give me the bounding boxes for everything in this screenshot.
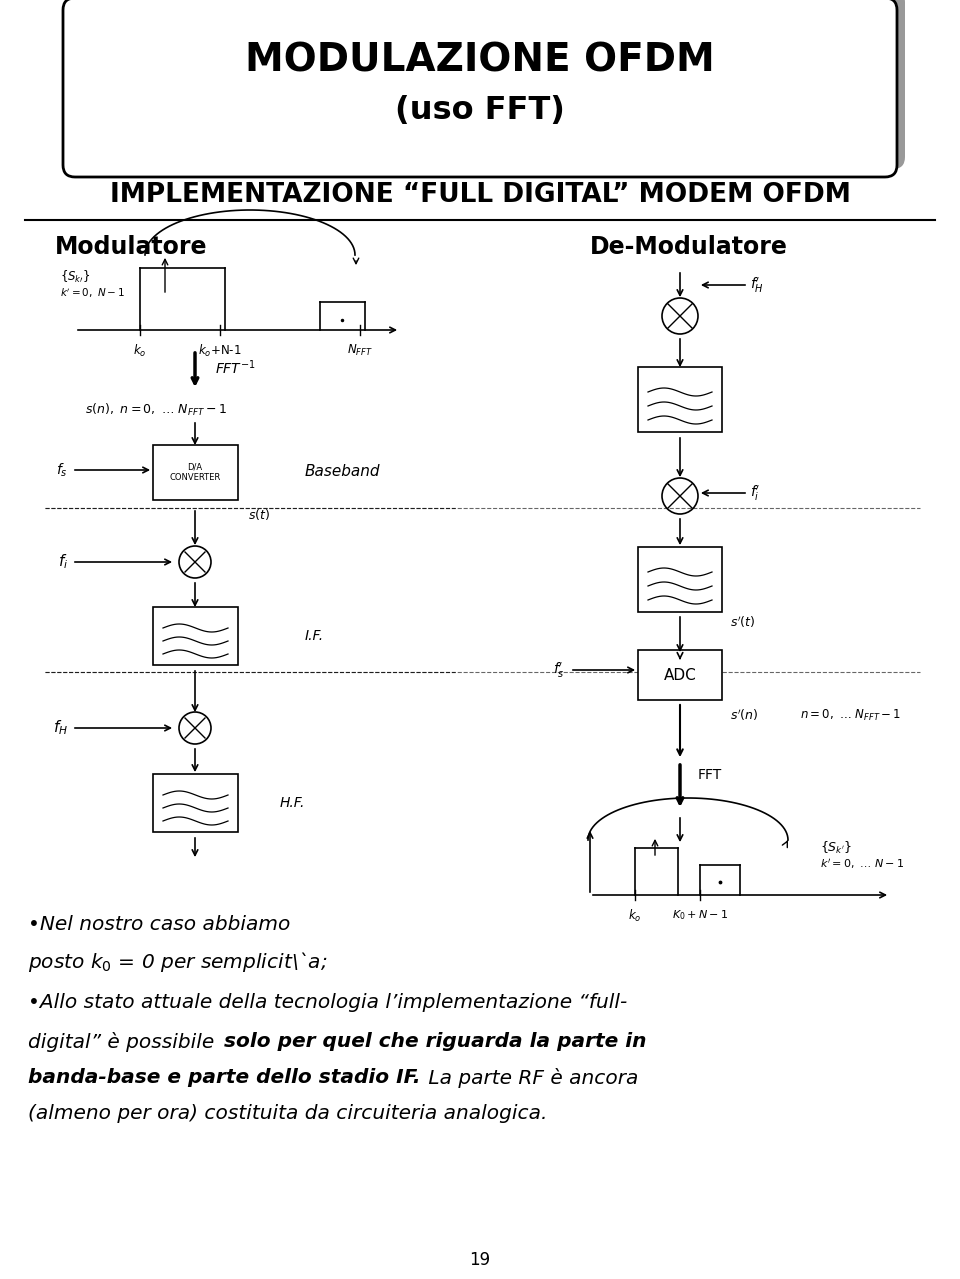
Text: (uso FFT): (uso FFT) <box>396 95 564 125</box>
Text: De-Modulatore: De-Modulatore <box>590 235 788 260</box>
Text: $k' = 0,\ N-1$: $k' = 0,\ N-1$ <box>60 286 125 301</box>
Text: MODULAZIONE OFDM: MODULAZIONE OFDM <box>245 41 715 79</box>
Text: •Allo stato attuale della tecnologia l’implementazione “full-: •Allo stato attuale della tecnologia l’i… <box>28 993 627 1012</box>
Text: $s'(n)$: $s'(n)$ <box>730 707 758 723</box>
Text: digital” è possibile: digital” è possibile <box>28 1032 221 1053</box>
FancyBboxPatch shape <box>63 0 897 177</box>
Text: $f_s$: $f_s$ <box>57 462 68 478</box>
Text: Modulatore: Modulatore <box>55 235 207 260</box>
FancyBboxPatch shape <box>153 608 238 665</box>
Text: 19: 19 <box>469 1251 491 1269</box>
Text: $k_o$: $k_o$ <box>133 343 147 359</box>
Text: $f_i'$: $f_i'$ <box>750 483 760 503</box>
Text: $N_{FFT}$: $N_{FFT}$ <box>348 343 372 358</box>
Text: $k_o$+N-1: $k_o$+N-1 <box>199 343 242 359</box>
Text: $f_s'$: $f_s'$ <box>553 660 565 679</box>
Text: (almeno per ora) costituita da circuiteria analogica.: (almeno per ora) costituita da circuiter… <box>28 1104 547 1123</box>
Circle shape <box>662 478 698 514</box>
Text: $k' = 0,\ \ldots\ N-1$: $k' = 0,\ \ldots\ N-1$ <box>820 857 904 871</box>
Circle shape <box>179 712 211 744</box>
FancyBboxPatch shape <box>638 650 722 700</box>
Text: $FFT^{-1}$: $FFT^{-1}$ <box>215 358 255 377</box>
Text: D/A
CONVERTER: D/A CONVERTER <box>169 462 221 482</box>
Text: $\{S_{k\prime}\}$: $\{S_{k\prime}\}$ <box>60 269 90 285</box>
FancyBboxPatch shape <box>153 445 238 500</box>
Text: IMPLEMENTAZIONE “FULL DIGITAL” MODEM OFDM: IMPLEMENTAZIONE “FULL DIGITAL” MODEM OFD… <box>109 182 851 208</box>
Text: H.F.: H.F. <box>280 796 305 810</box>
Text: solo per quel che riguarda la parte in: solo per quel che riguarda la parte in <box>224 1032 646 1051</box>
Circle shape <box>662 298 698 334</box>
Text: La parte RF è ancora: La parte RF è ancora <box>422 1068 638 1088</box>
Text: $K_0+N-1$: $K_0+N-1$ <box>672 908 728 922</box>
FancyBboxPatch shape <box>638 547 722 611</box>
Text: I.F.: I.F. <box>305 629 324 643</box>
Text: banda-base e parte dello stadio IF.: banda-base e parte dello stadio IF. <box>28 1068 420 1087</box>
Text: $s(n),\ n=0,\ \ldots\ N_{FFT}-1$: $s(n),\ n=0,\ \ldots\ N_{FFT}-1$ <box>85 402 228 418</box>
FancyBboxPatch shape <box>71 0 905 169</box>
Text: Baseband: Baseband <box>305 464 380 480</box>
Text: FFT: FFT <box>698 767 722 781</box>
Text: ADC: ADC <box>663 668 696 683</box>
Text: $k_o$: $k_o$ <box>628 908 641 925</box>
Text: $s'(t)$: $s'(t)$ <box>730 614 756 629</box>
Text: $f_H$: $f_H$ <box>53 719 68 738</box>
Text: $s(t)$: $s(t)$ <box>248 508 270 523</box>
Text: $\{S_{k'}\}$: $\{S_{k'}\}$ <box>820 840 852 856</box>
Text: •Nel nostro caso abbiamo: •Nel nostro caso abbiamo <box>28 914 290 934</box>
Text: $f_H'$: $f_H'$ <box>750 275 764 294</box>
FancyBboxPatch shape <box>638 367 722 432</box>
Text: posto $k_0$ = 0 per semplicit\`a;: posto $k_0$ = 0 per semplicit\`a; <box>28 950 327 975</box>
Text: $n=0,\ \ldots\ N_{FFT}-1$: $n=0,\ \ldots\ N_{FFT}-1$ <box>800 707 901 723</box>
Text: $f_i$: $f_i$ <box>58 553 68 572</box>
FancyBboxPatch shape <box>153 774 238 833</box>
Circle shape <box>179 546 211 578</box>
